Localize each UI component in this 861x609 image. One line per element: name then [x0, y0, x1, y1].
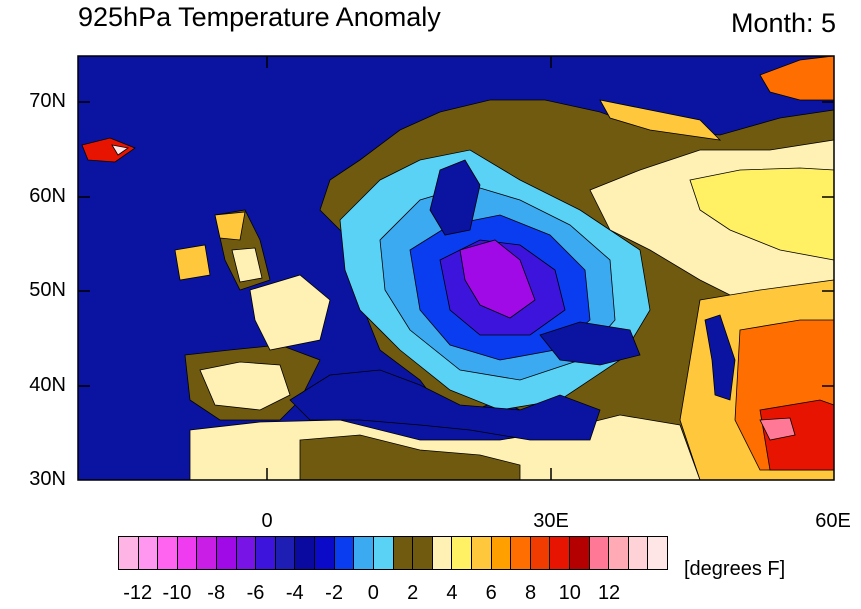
- land-ireland: [174, 244, 211, 281]
- colorbar-tick-label: 8: [524, 582, 537, 604]
- colorbar-cell: [177, 537, 198, 569]
- colorbar-cell: [491, 537, 512, 569]
- colorbar-cell: [315, 537, 335, 569]
- lat-label-60n: 60N: [29, 185, 66, 207]
- colorbar-cell: [334, 537, 355, 569]
- lat-label-30n: 30N: [29, 468, 66, 490]
- colorbar-cell: [648, 537, 668, 569]
- colorbar-cell: [471, 537, 492, 569]
- colorbar-cell: [432, 537, 453, 569]
- caspian-sea: [704, 314, 736, 401]
- colorbar-cell: [295, 537, 316, 569]
- colorbar-cell: [413, 537, 433, 569]
- colorbar-cell: [197, 537, 218, 569]
- land-iberia-warm: [199, 361, 291, 411]
- colorbar: [118, 536, 668, 570]
- colorbar-tick-label: -4: [285, 582, 304, 604]
- colorbar-tick-label: 0: [367, 582, 379, 604]
- lat-label-70n: 70N: [29, 90, 66, 112]
- colorbar-tick-label: -10: [162, 582, 192, 604]
- colorbar-cell: [217, 537, 237, 569]
- colorbar-tick-label: -8: [207, 582, 226, 604]
- colorbar-cell: [119, 537, 139, 569]
- land-iceland-peak: [111, 144, 130, 156]
- region-arctic-orange: [599, 99, 722, 141]
- colorbar-cell: [373, 537, 394, 569]
- month-label: Month: 5: [730, 8, 836, 38]
- colorbar-cell: [530, 537, 551, 569]
- lat-ticks: [78, 56, 834, 480]
- lon-label-60e: 60E: [815, 510, 851, 532]
- lon-label-30e: 30E: [533, 510, 569, 532]
- colorbar-cell: [236, 537, 257, 569]
- lat-label-40n: 40N: [29, 374, 66, 396]
- cold-region-peak: [459, 239, 536, 319]
- land-britain-warm: [231, 247, 263, 283]
- colorbar-cell: [354, 537, 374, 569]
- mediterranean-sea: [289, 369, 601, 441]
- colorbar-tick-label: 4: [446, 582, 458, 604]
- colorbar-tick-label: 12: [597, 582, 621, 604]
- colorbar-tick-label: 10: [558, 582, 581, 604]
- region-iran-peak: [759, 417, 796, 441]
- colorbar-cell: [589, 537, 610, 569]
- colorbar-cell: [275, 537, 296, 569]
- colorbar-cell: [628, 537, 649, 569]
- land-iceland: [81, 137, 136, 163]
- colorbar-cell: [609, 537, 629, 569]
- land-france-warm: [249, 274, 331, 351]
- lat-label-50n: 50N: [29, 279, 66, 301]
- baltic-sea: [429, 159, 481, 236]
- colorbar-cell: [256, 537, 276, 569]
- colorbar-cell: [393, 537, 414, 569]
- black-sea: [539, 321, 641, 366]
- colorbar-cell: [550, 537, 571, 569]
- colorbar-tick-label: -12: [123, 582, 153, 604]
- colorbar-units: [degrees F]: [684, 558, 786, 580]
- lon-label-0: 0: [261, 510, 273, 532]
- colorbar-tick-label: -2: [325, 582, 343, 604]
- colorbar-cell: [511, 537, 531, 569]
- colorbar-cell: [158, 537, 178, 569]
- colorbar-tick-label: 6: [485, 582, 497, 604]
- colorbar-cell: [138, 537, 159, 569]
- colorbar-cell: [570, 537, 590, 569]
- map-title: 925hPa Temperature Anomaly: [78, 2, 441, 32]
- colorbar-tick-label: -6: [246, 582, 265, 604]
- colorbar-tick-label: 2: [407, 582, 419, 604]
- plot-frame: [77, 55, 835, 481]
- land-scotland-orange: [214, 211, 246, 241]
- colorbar-cell: [452, 537, 472, 569]
